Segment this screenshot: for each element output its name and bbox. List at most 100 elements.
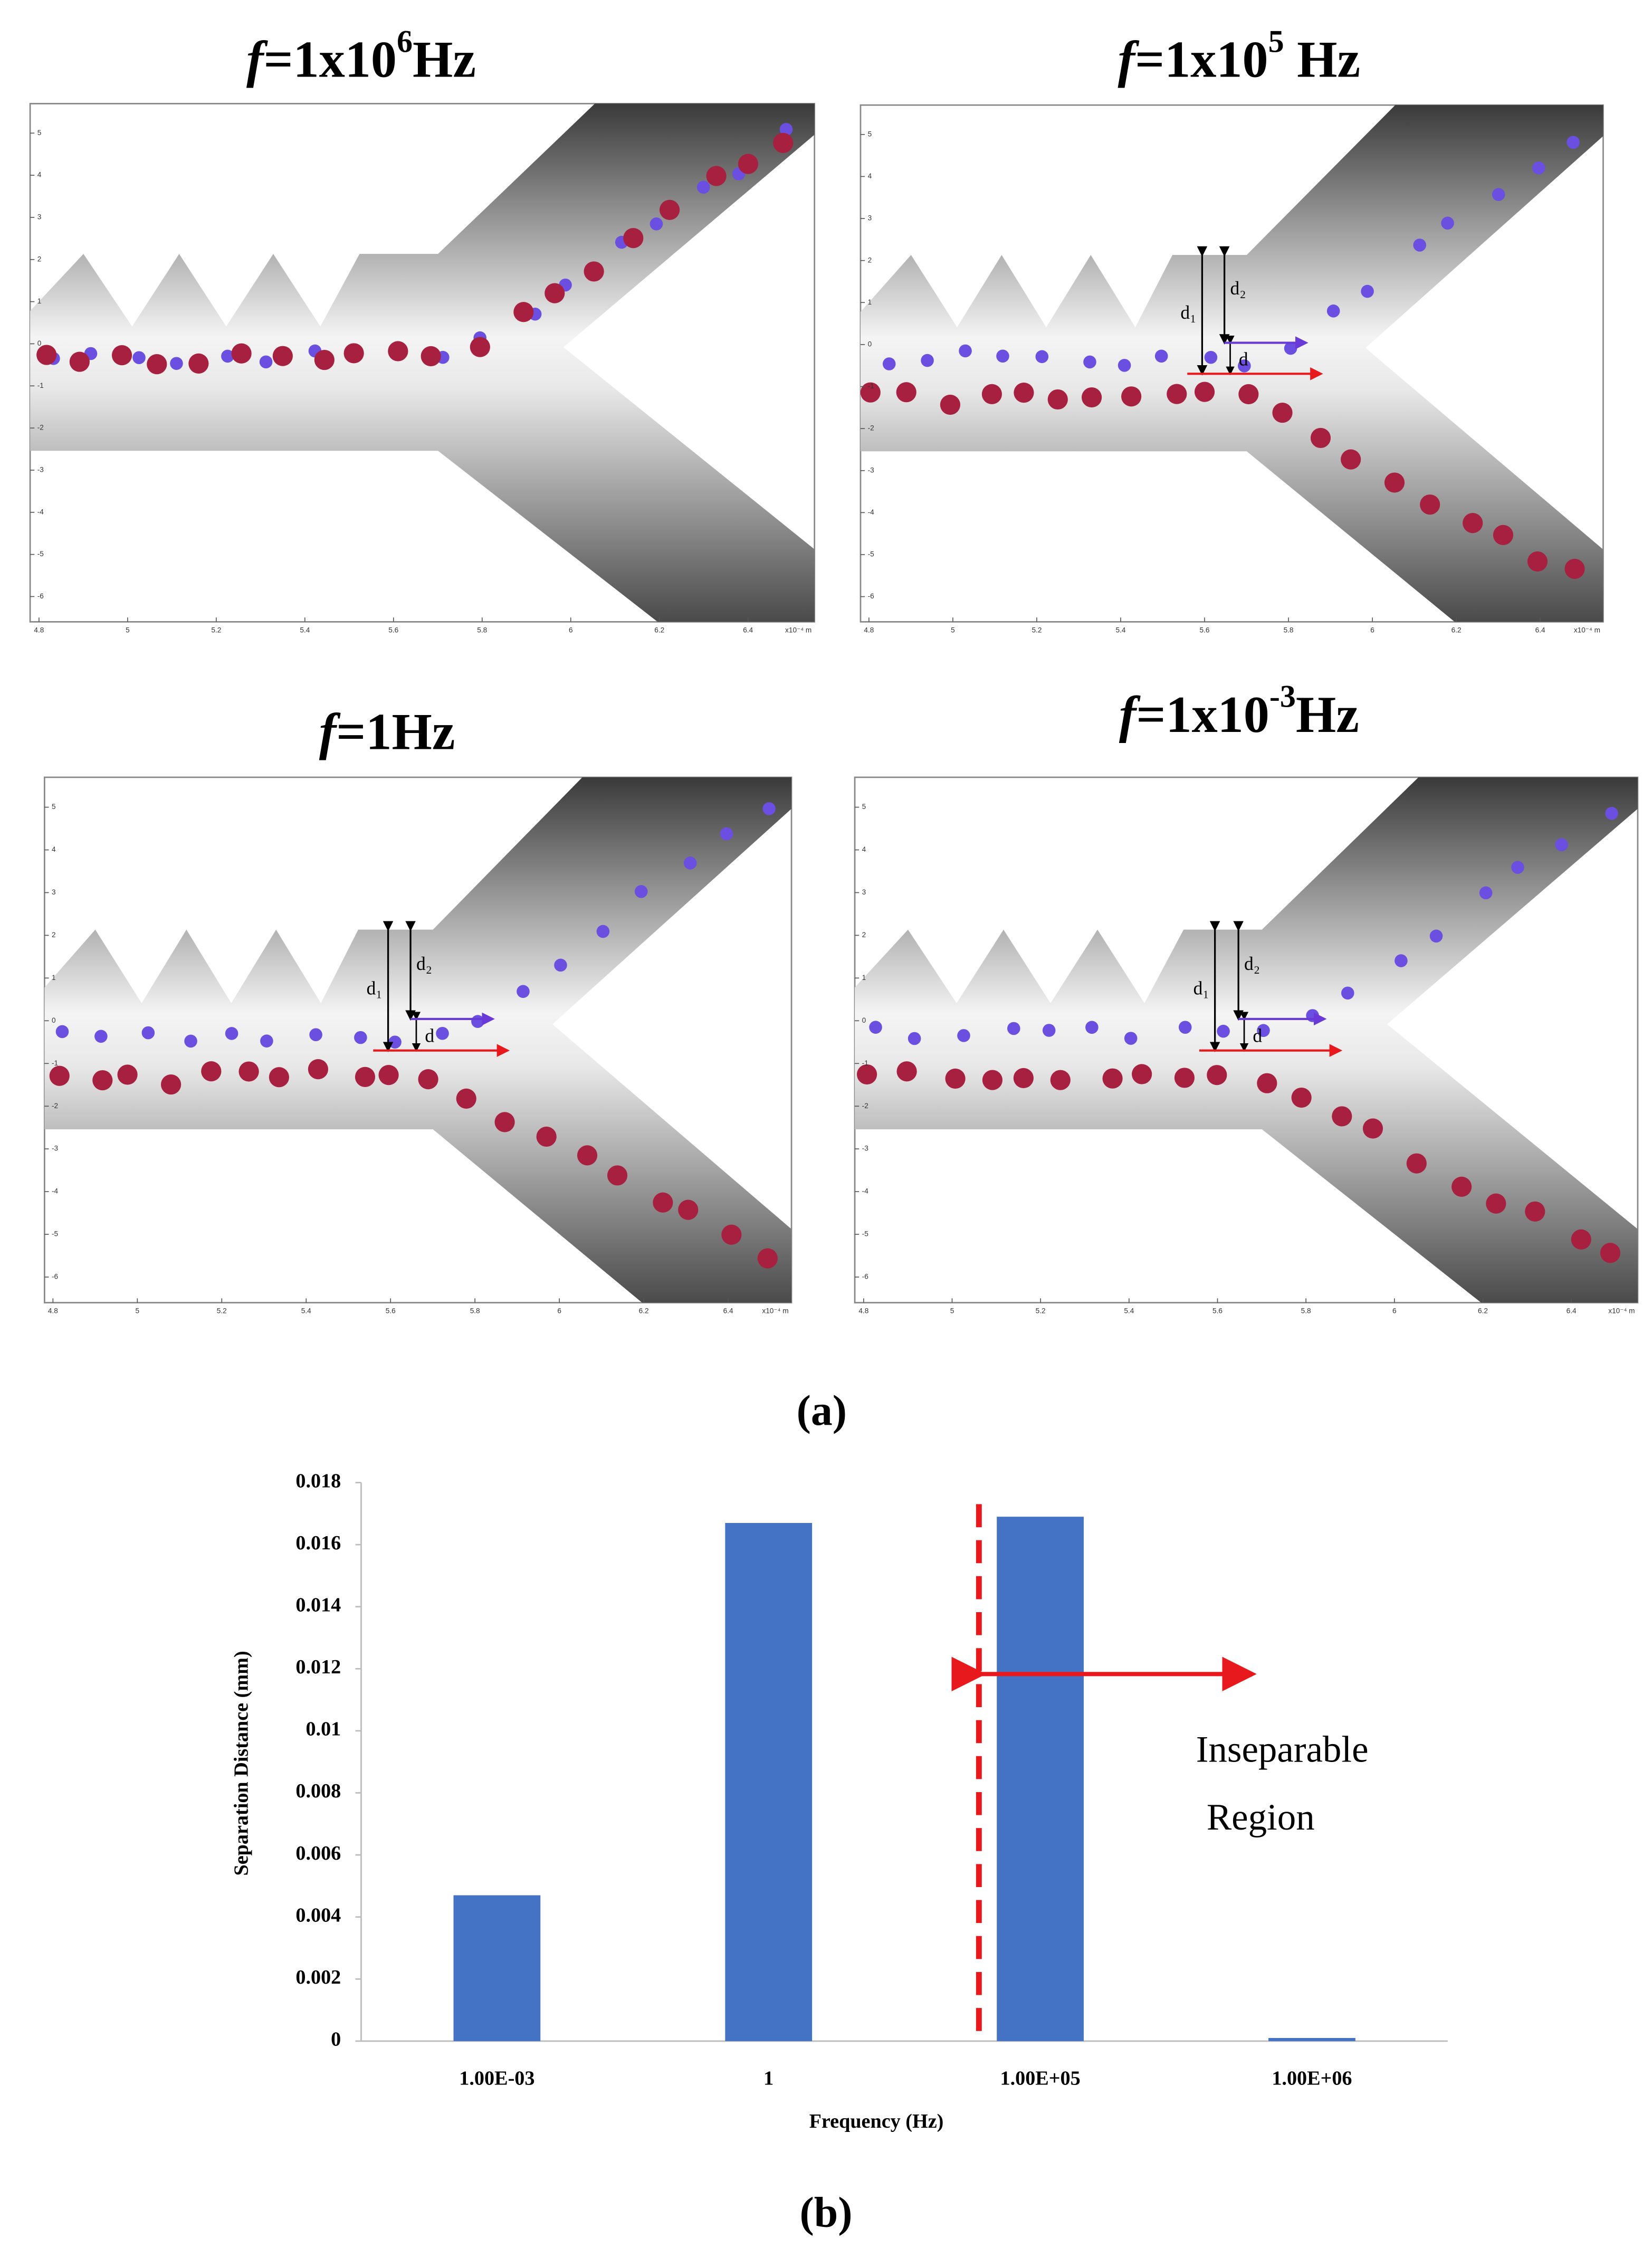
particle — [1007, 1022, 1020, 1035]
y-tick-label: -3 — [862, 1145, 868, 1153]
particle — [1493, 525, 1514, 545]
particle — [1479, 886, 1493, 900]
x-tick-label: 5.2 — [211, 626, 221, 634]
x-tick-label: 6.2 — [1478, 1307, 1488, 1315]
y-tick-label: -3 — [52, 1145, 58, 1153]
bar — [725, 1522, 813, 2041]
particle — [471, 1015, 484, 1028]
particle — [69, 351, 90, 372]
particle — [1429, 929, 1443, 943]
y-tick-label: 2 — [37, 255, 42, 263]
particle — [596, 925, 610, 938]
particle — [860, 382, 881, 403]
x-tick-label: 6.2 — [654, 626, 664, 634]
panel: 4.8 5 5.2 5.4 5.6 5.8 6 6.2 6.4 x10⁻⁴ m 5 4 3 2 1 0 -1 -2… — [44, 776, 792, 1315]
particle — [1441, 216, 1454, 230]
particle — [1564, 558, 1585, 579]
particle — [908, 1032, 921, 1045]
dimension-label: d₂ — [416, 953, 432, 974]
title-part: 5 — [1268, 24, 1284, 59]
x-tick-label: 1 — [763, 2067, 774, 2089]
particle — [1121, 386, 1142, 407]
particle — [517, 985, 530, 998]
particle — [269, 1067, 289, 1088]
panel: 4.8 5 5.2 5.4 5.6 5.8 6 6.2 6.4 x10⁻⁴ m 5 4 3 2 1 0 -1 -2… — [29, 103, 816, 634]
particle — [1042, 1024, 1056, 1037]
particle — [1167, 384, 1187, 404]
y-tick-label: 2 — [862, 931, 866, 939]
particle — [421, 346, 441, 367]
y-tick-label: 3 — [52, 888, 56, 896]
particle — [959, 344, 972, 358]
y-tick-label: 2 — [868, 256, 872, 264]
x-tick-label: 6.4 — [743, 626, 753, 634]
y-tick-label: 0 — [862, 1016, 866, 1024]
y-tick-label: 3 — [862, 888, 866, 896]
x-tick-label: 6.4 — [1535, 626, 1545, 634]
x-tick-label: 5.2 — [1036, 1307, 1046, 1315]
particle — [1118, 359, 1131, 372]
particle — [36, 345, 57, 365]
particle — [238, 1061, 259, 1082]
particle — [896, 382, 916, 403]
particle — [896, 1061, 917, 1082]
particle — [308, 1059, 329, 1080]
particle — [1204, 350, 1218, 364]
x-tick-label: 5 — [951, 626, 955, 634]
y-tick-label: 3 — [37, 213, 42, 221]
particle — [141, 1026, 155, 1040]
x-unit-label: x10⁻⁴ m — [785, 626, 811, 634]
y-tick-label: -4 — [37, 508, 44, 516]
particle — [418, 1069, 438, 1090]
particle — [1257, 1073, 1277, 1093]
particle — [1238, 384, 1259, 405]
x-tick-label: 1.00E-03 — [459, 2067, 534, 2089]
x-tick-label: 6.4 — [1567, 1307, 1577, 1315]
particle — [259, 355, 273, 369]
y-tick-label: -1 — [862, 1059, 868, 1067]
y-tick-label: 1 — [868, 298, 872, 306]
y-tick-label: -1 — [37, 382, 44, 389]
x-tick-label: 5.4 — [1124, 1307, 1134, 1315]
y-tick-label: -3 — [37, 466, 44, 474]
particle — [945, 1068, 966, 1089]
y-tick-label: 0.002 — [295, 1966, 341, 1988]
y-tick-label: 0.018 — [295, 1470, 341, 1492]
particle — [260, 1034, 273, 1047]
particle — [1047, 389, 1068, 410]
y-tick-label: 0.014 — [295, 1594, 341, 1616]
dimension-label: d₁ — [367, 977, 383, 998]
particle — [1395, 954, 1408, 967]
x-tick-label: 6 — [1370, 626, 1374, 634]
y-tick-label: 0.01 — [305, 1718, 341, 1740]
panel-title: f=1x10-3Hz — [1119, 679, 1359, 743]
particle — [634, 885, 648, 898]
dimension-label: d₂ — [1230, 278, 1246, 299]
x-tick-label: 6.4 — [723, 1307, 733, 1315]
y-tick-label: 0.008 — [295, 1780, 341, 1802]
x-tick-label: 5.2 — [1032, 626, 1042, 634]
particle — [1555, 838, 1568, 852]
particle — [1238, 359, 1251, 373]
y-tick-label: 1 — [862, 974, 866, 982]
x-tick-label: 5.4 — [301, 1307, 311, 1315]
y-tick-label: -4 — [868, 508, 875, 516]
panel-title: f=1x106Hz — [246, 24, 476, 88]
particle — [470, 337, 490, 357]
x-tick-label: 5 — [950, 1307, 954, 1315]
title-part: Hz — [1296, 686, 1359, 743]
particle — [1306, 1009, 1319, 1022]
particle — [388, 1035, 402, 1049]
panel-title: f=1Hz — [319, 703, 455, 760]
title-part: =1Hz — [336, 703, 455, 760]
particle — [1132, 1064, 1152, 1084]
dimension-label: d₁ — [1193, 977, 1209, 998]
particle — [94, 1030, 108, 1043]
y-tick-label: 4 — [868, 172, 872, 180]
particle — [1013, 1068, 1034, 1089]
title-part: =1x10 — [1137, 686, 1269, 743]
particle — [225, 1027, 238, 1040]
bar — [997, 1517, 1084, 2041]
particle — [706, 166, 727, 186]
particle — [1571, 1229, 1591, 1250]
